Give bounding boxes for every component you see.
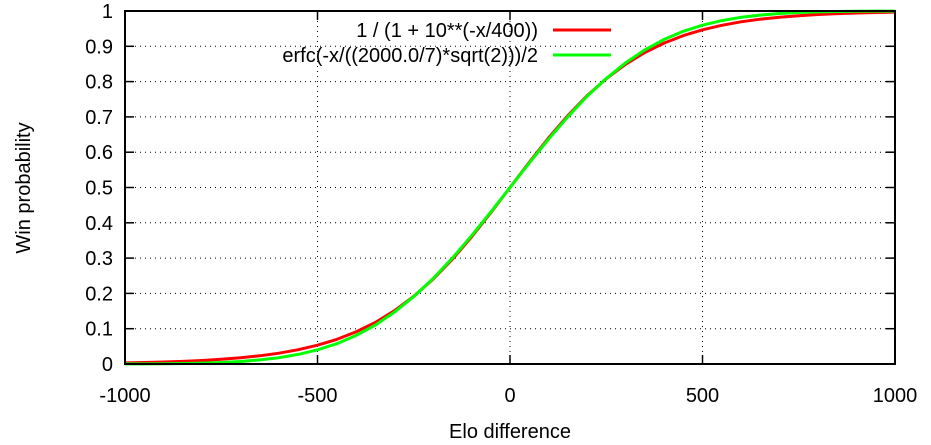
y-tick-label: 0.6 [85, 142, 113, 164]
y-tick-label: 0 [102, 354, 113, 376]
y-tick-label: 0.1 [85, 319, 113, 341]
y-tick-label: 0.8 [85, 72, 113, 94]
x-tick-labels: -1000 -500 0 500 1000 [99, 385, 917, 407]
x-tick-label: 500 [686, 385, 719, 407]
y-axis-label: Win probability [13, 122, 35, 253]
y-tick-label: 0.9 [85, 36, 113, 58]
y-tick-label: 0.7 [85, 107, 113, 129]
x-tick-label: -1000 [99, 385, 150, 407]
y-tick-label: 1 [102, 1, 113, 23]
y-tick-label: 0.2 [85, 283, 113, 305]
x-axis-label: Elo difference [449, 421, 571, 443]
y-tick-labels: 0 0.1 0.2 0.3 0.4 0.5 0.6 0.7 0.8 0.9 1 [85, 1, 113, 376]
legend-label: erfc(-x/((2000.0/7)*sqrt(2)))/2 [282, 45, 538, 67]
y-tick-label: 0.3 [85, 248, 113, 270]
x-tick-label: 0 [504, 385, 515, 407]
x-tick-label: -500 [297, 385, 337, 407]
plot-border [124, 10, 896, 365]
legend-label: 1 / (1 + 10**(-x/400)) [356, 20, 538, 42]
series-lines [124, 9, 896, 366]
series-line-2 [125, 9, 895, 366]
y-tick-label: 0.4 [85, 213, 113, 235]
y-tick-label: 0.5 [85, 178, 113, 200]
x-tick-label: 1000 [873, 385, 918, 407]
legend: 1 / (1 + 10**(-x/400)) erfc(-x/((2000.0/7… [282, 20, 611, 67]
